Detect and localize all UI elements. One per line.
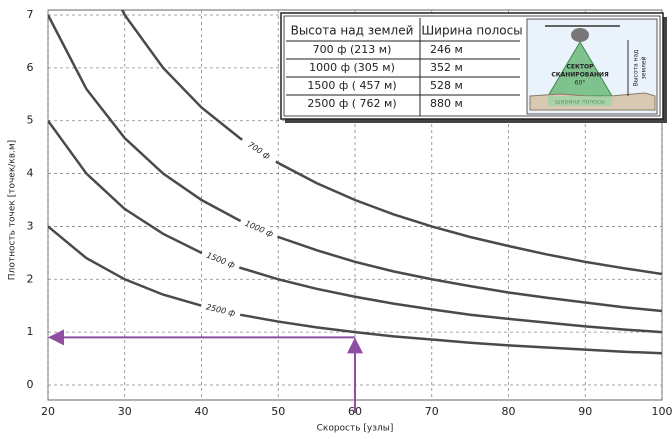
x-tick-label: 70: [425, 405, 439, 418]
x-tick-label: 20: [41, 405, 55, 418]
diagram-label: СКАНИРОВАНИЯ: [551, 72, 609, 79]
diagram-label: землей: [641, 56, 648, 79]
inset: Высота над землей Ширина полосы 700 ф (2…: [281, 13, 667, 123]
y-tick-label: 3: [27, 219, 34, 232]
x-tick-label: 50: [271, 405, 285, 418]
x-tick-label: 40: [195, 405, 209, 418]
table-cell: 528 м: [430, 79, 463, 92]
table-header: Высота над землей: [291, 24, 414, 38]
y-tick-label: 2: [27, 272, 34, 285]
diagram-label: ширина полосы: [555, 99, 605, 106]
y-tick-label: 1: [27, 325, 34, 338]
x-tick-label: 100: [652, 405, 672, 418]
y-tick-label: 7: [27, 8, 34, 21]
y-tick-label: 5: [27, 114, 34, 127]
table-cell: 1500 ф ( 457 м): [307, 79, 396, 92]
x-axis-label: Скорость [узлы]: [317, 424, 394, 434]
table-cell: 700 ф (213 м): [313, 43, 392, 56]
table-cell: 352 м: [430, 61, 463, 74]
table-cell: 880 м: [430, 97, 463, 110]
x-tick-label: 90: [578, 405, 592, 418]
x-tick-label: 80: [502, 405, 516, 418]
table-cell: 2500 ф ( 762 м): [307, 97, 396, 110]
table-cell: 246 м: [430, 43, 463, 56]
diagram-label: Высота над: [633, 50, 640, 87]
y-tick-label: 4: [27, 167, 34, 180]
table-cell: 1000 ф (305 м): [309, 61, 395, 74]
x-tick-label: 30: [118, 405, 132, 418]
y-tick-label: 0: [27, 378, 34, 391]
y-tick-label: 6: [27, 61, 34, 74]
y-axis-label: Плотность точек [точек/кв.м]: [8, 140, 18, 280]
table-header: Ширина полосы: [421, 24, 522, 38]
diagram-label: 60°: [575, 80, 586, 87]
diagram-label: СЕКТОР: [567, 64, 595, 71]
